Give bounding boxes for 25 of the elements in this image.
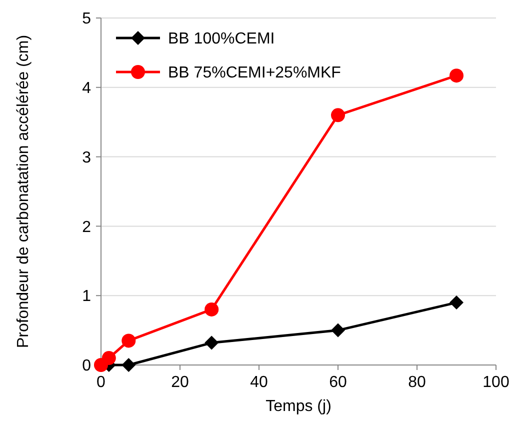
point xyxy=(450,68,464,83)
x-tick-label: 40 xyxy=(250,374,268,391)
point xyxy=(331,108,345,122)
point xyxy=(450,296,464,310)
point xyxy=(102,351,116,366)
x-axis-title: Temps (j) xyxy=(266,398,332,415)
x-tick-label: 100 xyxy=(482,374,510,391)
point xyxy=(204,336,219,350)
y-tick-label: 2 xyxy=(82,218,92,236)
y-tick-label: 4 xyxy=(82,80,92,97)
point xyxy=(122,334,136,348)
x-tick-label: 20 xyxy=(171,374,189,391)
y-tick-label: 5 xyxy=(82,10,92,28)
point xyxy=(204,302,219,316)
y-tick-label: 1 xyxy=(82,288,92,306)
x-tick-label: 80 xyxy=(408,374,426,391)
y-tick-label: 3 xyxy=(82,149,92,166)
point xyxy=(331,323,345,338)
x-tick-label: 0 xyxy=(96,374,106,391)
y-axis-title: Profondeur de carbonatation accélérée (cm) xyxy=(15,34,32,348)
legend-label: BB 100%CEMI xyxy=(168,30,275,48)
x-tick-label: 60 xyxy=(329,374,347,391)
y-tick-label: 0 xyxy=(82,358,92,375)
point xyxy=(122,358,136,372)
legend-label: BB 75%CEMI+25%MKF xyxy=(168,64,342,82)
